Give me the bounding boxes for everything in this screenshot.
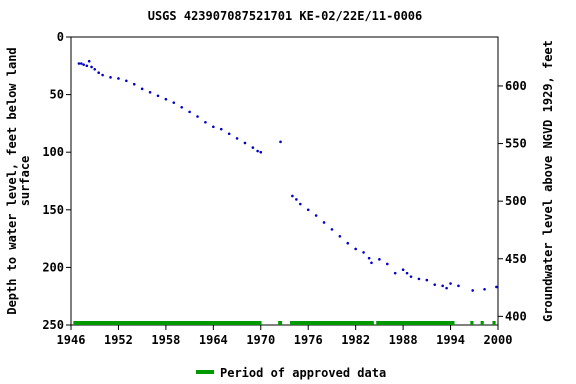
data-point xyxy=(227,132,231,136)
x-tick-label: 1964 xyxy=(199,333,228,347)
y-tick-label: 200 xyxy=(42,260,64,274)
data-point xyxy=(79,62,83,65)
data-point xyxy=(117,77,120,80)
data-point xyxy=(109,76,112,79)
approved-period xyxy=(376,321,455,325)
y2-tick-label: 450 xyxy=(505,252,527,266)
data-point xyxy=(417,277,421,281)
data-point xyxy=(367,256,371,260)
approved-period xyxy=(73,321,262,325)
data-point xyxy=(196,115,199,118)
data-point xyxy=(125,79,128,83)
data-point xyxy=(259,150,263,154)
data-point xyxy=(483,287,486,291)
data-point xyxy=(330,228,334,231)
data-point xyxy=(299,202,302,206)
data-point xyxy=(85,64,89,68)
data-point xyxy=(291,194,294,198)
data-point xyxy=(449,282,452,285)
data-point xyxy=(445,286,448,290)
plot-frame xyxy=(70,36,499,326)
data-point xyxy=(279,140,282,144)
data-point xyxy=(132,82,136,86)
approved-period xyxy=(290,321,374,325)
data-point xyxy=(164,97,168,101)
y-axis-label: Depth to water level, feet below land xyxy=(5,47,19,314)
approved-period xyxy=(480,321,484,325)
data-point xyxy=(306,208,310,212)
data-point xyxy=(362,251,365,254)
x-tick-label: 1982 xyxy=(341,333,370,347)
data-point xyxy=(405,271,409,275)
x-tick-label: 1970 xyxy=(246,333,275,347)
y2-tick-label: 500 xyxy=(505,194,527,208)
data-point xyxy=(212,125,215,129)
x-tick-label: 1952 xyxy=(104,333,133,347)
data-point xyxy=(346,241,350,245)
y-tick-label: 0 xyxy=(57,30,64,44)
data-point xyxy=(148,90,152,94)
x-tick-label: 1988 xyxy=(389,333,418,347)
data-point xyxy=(441,284,444,288)
y2-tick-label: 550 xyxy=(505,137,527,151)
data-point xyxy=(243,141,247,145)
data-point xyxy=(393,271,397,275)
data-point xyxy=(401,268,405,272)
data-point xyxy=(156,94,160,98)
y2-tick-label: 600 xyxy=(505,79,527,93)
approved-period xyxy=(278,321,283,325)
data-point xyxy=(101,73,104,77)
x-tick-label: 1976 xyxy=(294,333,323,347)
approved-period xyxy=(492,321,496,325)
x-tick-label: 1958 xyxy=(151,333,180,347)
data-point xyxy=(322,221,326,224)
data-point xyxy=(338,234,342,238)
y2-tick-label: 400 xyxy=(505,309,527,323)
data-point xyxy=(93,67,97,71)
data-point xyxy=(219,127,223,131)
data-point xyxy=(354,247,357,251)
data-point xyxy=(457,284,460,288)
chart-title: USGS 423907087521701 KE-02/22E/11-0006 xyxy=(148,9,423,23)
data-point xyxy=(180,105,184,109)
y2-axis-label: Groundwater level above NGVD 1929, feet xyxy=(541,40,555,322)
y-axis-label: surface xyxy=(18,156,32,207)
data-point xyxy=(370,261,373,265)
data-point xyxy=(378,258,381,261)
approved-period xyxy=(470,321,474,325)
x-tick-label: 1946 xyxy=(57,333,86,347)
data-point xyxy=(172,101,176,104)
data-point xyxy=(256,149,259,153)
data-point xyxy=(251,146,255,149)
legend-label: Period of approved data xyxy=(220,366,386,380)
data-point xyxy=(433,283,437,286)
data-point xyxy=(385,262,389,266)
data-point xyxy=(97,71,100,75)
y-tick-label: 250 xyxy=(42,318,64,332)
data-point xyxy=(77,62,81,65)
x-tick-label: 1994 xyxy=(436,333,465,347)
y-tick-label: 150 xyxy=(42,203,64,217)
x-tick-label: 2000 xyxy=(484,333,513,347)
data-point xyxy=(409,275,413,278)
data-point xyxy=(82,63,85,66)
data-point xyxy=(495,285,498,289)
data-point xyxy=(235,137,239,140)
data-point xyxy=(314,214,318,217)
data-point xyxy=(425,278,429,282)
data-point xyxy=(295,198,298,201)
y-tick-label: 50 xyxy=(50,88,64,102)
data-point xyxy=(140,87,144,91)
legend-swatch xyxy=(196,370,214,374)
data-point xyxy=(87,59,91,63)
data-point xyxy=(188,110,191,114)
y-tick-label: 100 xyxy=(42,145,64,159)
data-point xyxy=(471,289,474,292)
data-point xyxy=(90,65,93,69)
data-point xyxy=(204,120,207,124)
